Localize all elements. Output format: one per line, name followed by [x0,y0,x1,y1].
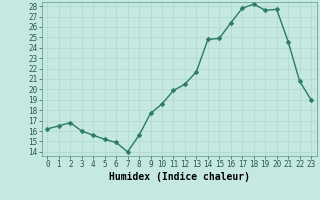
X-axis label: Humidex (Indice chaleur): Humidex (Indice chaleur) [109,172,250,182]
